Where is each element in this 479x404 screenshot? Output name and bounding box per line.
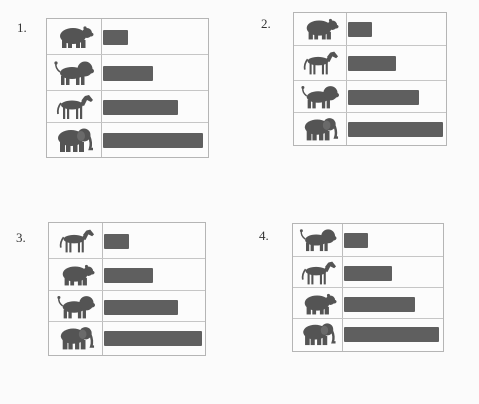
panel-table — [292, 223, 444, 352]
row-separator — [49, 321, 205, 322]
level-bar — [103, 133, 203, 148]
level-bar — [348, 22, 372, 37]
level-bar — [348, 122, 443, 137]
row-separator — [294, 80, 446, 81]
panel-number: 3. — [16, 230, 26, 246]
lion-icon — [54, 58, 94, 88]
level-bar — [348, 90, 419, 105]
row-separator — [293, 287, 443, 288]
level-bar — [103, 100, 178, 115]
row-separator — [49, 258, 205, 259]
panel-number: 2. — [261, 16, 271, 32]
lion-icon — [301, 84, 339, 110]
elephant-icon — [301, 116, 339, 142]
bear-icon — [301, 16, 339, 42]
row-separator — [294, 45, 446, 46]
row-separator — [49, 290, 205, 291]
horse-icon — [57, 228, 95, 254]
lion-icon — [57, 294, 95, 320]
column-divider — [102, 223, 103, 355]
level-bar — [344, 233, 368, 248]
row-separator — [47, 122, 208, 123]
panel-number: 1. — [17, 20, 27, 36]
elephant-icon — [299, 322, 337, 346]
level-bar — [344, 297, 415, 312]
panel-table — [48, 222, 206, 356]
horse-icon — [301, 49, 339, 77]
bear-icon — [299, 291, 337, 317]
row-separator — [294, 112, 446, 113]
level-bar — [104, 234, 129, 249]
row-separator — [47, 90, 208, 91]
level-bar — [103, 66, 153, 81]
row-separator — [47, 54, 208, 55]
row-separator — [293, 318, 443, 319]
bear-icon — [54, 23, 94, 51]
lion-icon — [299, 228, 337, 252]
level-bar — [104, 331, 202, 346]
horse-icon — [54, 94, 94, 120]
column-divider — [346, 13, 347, 145]
column-divider — [101, 19, 102, 157]
level-bar — [344, 266, 392, 281]
panel-table — [293, 12, 447, 146]
level-bar — [104, 300, 178, 315]
level-bar — [103, 30, 128, 45]
row-separator — [293, 256, 443, 257]
bear-icon — [57, 262, 95, 288]
level-bar — [344, 327, 439, 342]
elephant-icon — [57, 325, 95, 351]
panel-table — [46, 18, 209, 158]
horse-icon — [299, 260, 337, 286]
level-bar — [348, 56, 396, 71]
level-bar — [104, 268, 153, 283]
panel-number: 4. — [259, 228, 269, 244]
elephant-icon — [54, 126, 94, 154]
